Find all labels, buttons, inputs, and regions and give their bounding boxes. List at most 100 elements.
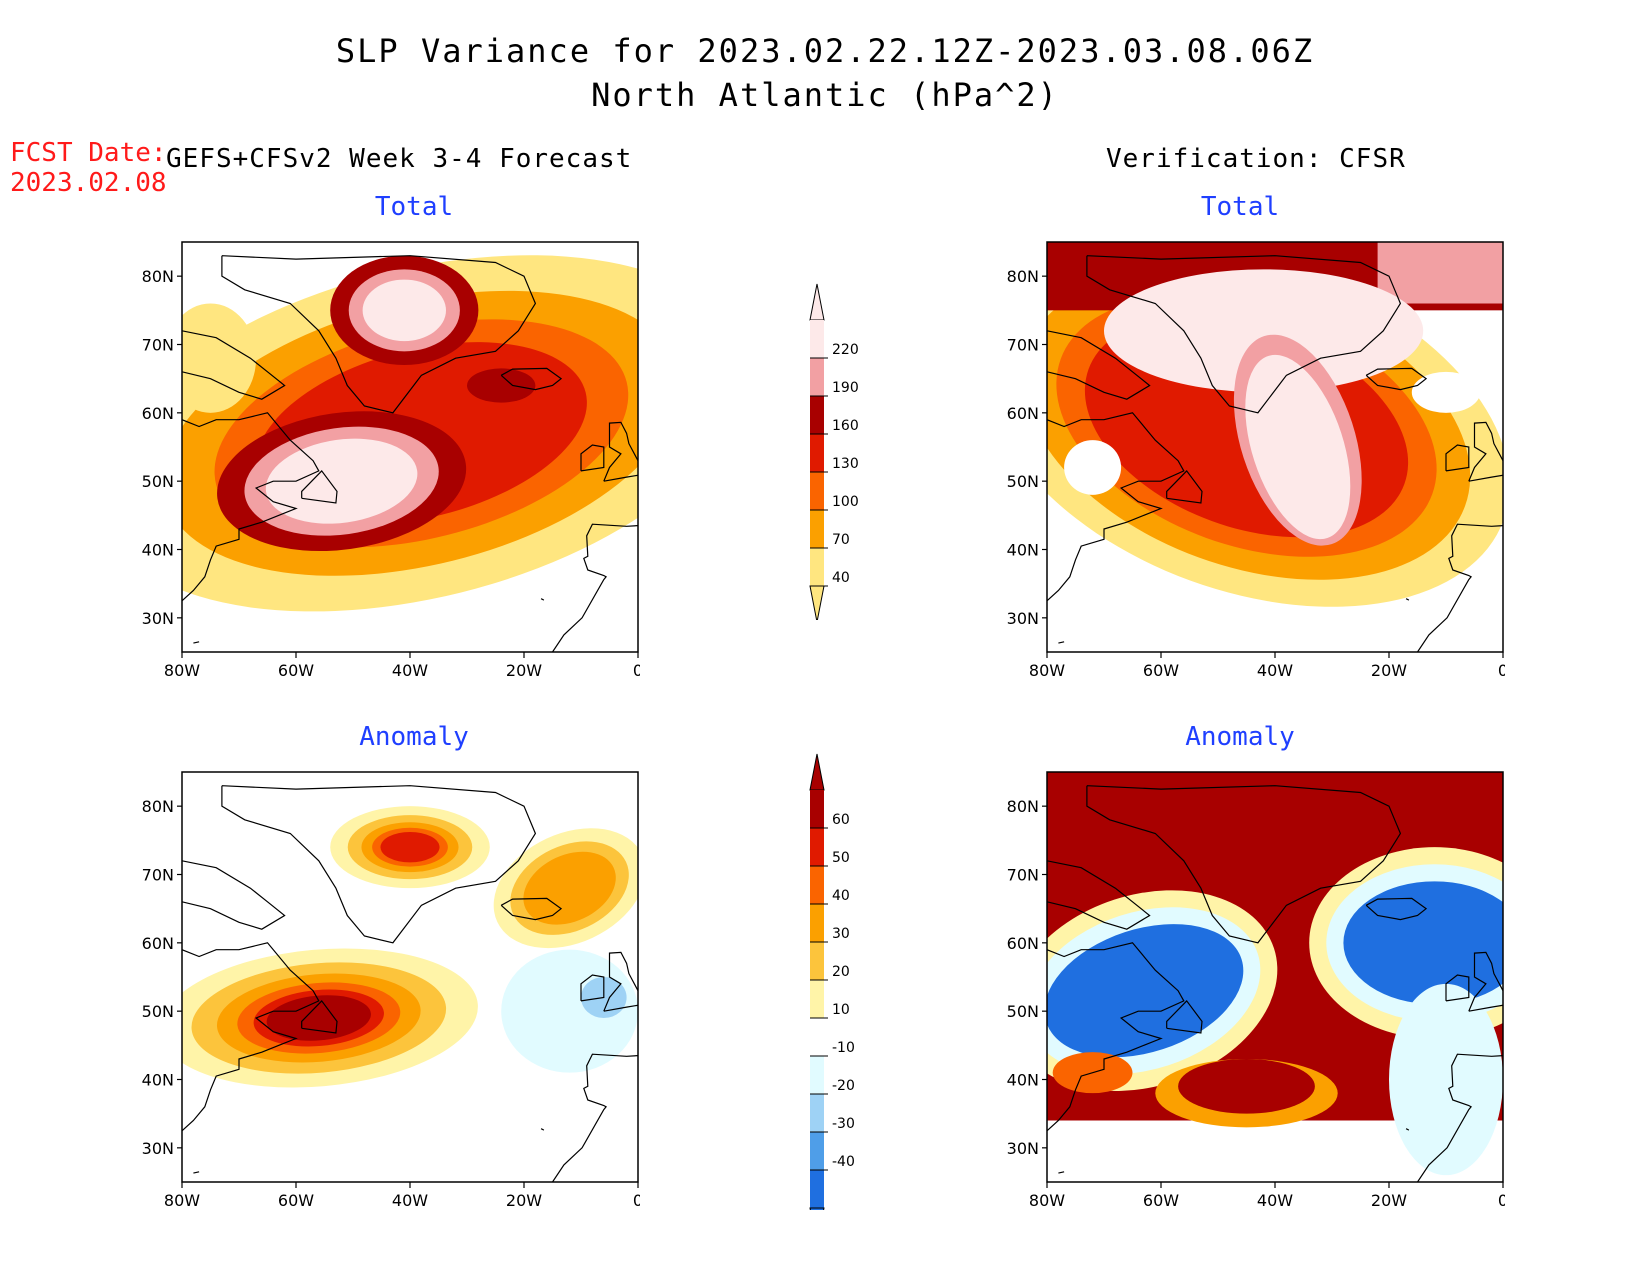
coastline — [1047, 330, 1151, 400]
coastline — [580, 974, 605, 1002]
coastline — [500, 367, 563, 391]
coastline — [1445, 974, 1470, 1002]
coastline — [193, 641, 200, 644]
colorbar-label: 40 — [832, 570, 850, 586]
lon-tick-label: 60W — [278, 1191, 314, 1210]
lon-tick-label: 0 — [633, 1191, 640, 1210]
coastline — [1047, 860, 1151, 930]
colorbar-label: 130 — [832, 456, 859, 472]
colorbar-anomaly: 60 50 40 30 20 10 -10 -20 -30 -40 — [809, 753, 855, 1210]
coastline — [1086, 255, 1402, 414]
contour-field — [1047, 242, 1503, 652]
field-neg-iberia — [1389, 983, 1503, 1176]
colorbar-bottom-triangle — [809, 1207, 825, 1210]
colorbar-top-triangle — [809, 283, 825, 321]
lat-tick-label: 80N — [142, 267, 174, 286]
field-greenland-max-2 — [362, 279, 446, 342]
coastline — [1047, 942, 1185, 1132]
colorbar-swatch — [810, 510, 824, 548]
colorbar-swatch — [810, 1094, 824, 1132]
colorbar-swatch — [810, 942, 824, 980]
lat-tick-label: 30N — [1007, 609, 1039, 628]
colorbar-label: 100 — [832, 494, 859, 510]
lon-tick-label: 80W — [1029, 1191, 1065, 1210]
chart-title-line1: SLP Variance for 2023.02.22.12Z-2023.03.… — [335, 32, 1315, 70]
lon-tick-label: 40W — [1257, 1191, 1293, 1210]
lat-tick-label: 60N — [1007, 934, 1039, 953]
colorbar-label: 160 — [832, 418, 859, 434]
panel-title-forecast-anomaly: Anomaly — [359, 722, 469, 752]
coastline — [1058, 641, 1065, 644]
lon-tick-label: 40W — [392, 1191, 428, 1210]
lon-tick-label: 0 — [1498, 1191, 1505, 1210]
coastline — [552, 1053, 638, 1182]
field-greenland-plateau — [1104, 269, 1424, 393]
lon-tick-label: 60W — [278, 661, 314, 680]
field-neg-west-1 — [1047, 924, 1244, 1058]
colorbar-label: 190 — [832, 380, 859, 396]
lon-tick-label: 20W — [1371, 661, 1407, 680]
lon-tick-label: 60W — [1143, 1191, 1179, 1210]
lat-tick-label: 80N — [1007, 797, 1039, 816]
contour-field — [1047, 772, 1503, 1182]
coastline — [1166, 999, 1203, 1034]
contour-field — [182, 772, 638, 1182]
colorbar-swatch — [810, 790, 824, 828]
coastline — [182, 860, 286, 930]
lon-tick-label: 60W — [1143, 661, 1179, 680]
colorbar-swatch — [810, 434, 824, 472]
colorbar-swatch — [810, 866, 824, 904]
colorbar-swatch — [810, 548, 824, 586]
panel-title-verification-total: Total — [1200, 192, 1280, 222]
colorbar-label: 220 — [832, 342, 859, 358]
coastline — [1417, 1053, 1503, 1182]
map-verification-anomaly: 80N 70N 60N 50N 40N 30N 80W 60W 40W 20W 0 — [1007, 771, 1505, 1210]
lon-tick-label: 20W — [1371, 1191, 1407, 1210]
colorbar-swatch — [810, 828, 824, 866]
coastline — [1468, 421, 1503, 482]
field-baffin-low — [182, 303, 257, 413]
coastline — [301, 999, 338, 1034]
contour-field — [182, 242, 638, 652]
forecast-column-heading: GEFS+CFSv2 Week 3-4 Forecast — [166, 144, 633, 174]
coastline — [1405, 1128, 1410, 1131]
lat-tick-label: 50N — [1007, 1002, 1039, 1021]
field-labrador-low — [1064, 440, 1122, 495]
field-pos-west-5 — [266, 995, 371, 1041]
lat-tick-label: 40N — [142, 1071, 174, 1090]
coastline — [182, 330, 286, 400]
lon-tick-label: 80W — [164, 1191, 200, 1210]
colorbar-label: -40 — [832, 1154, 855, 1170]
coastline — [301, 469, 338, 504]
lon-tick-label: 0 — [633, 661, 640, 680]
coastline — [540, 1128, 545, 1131]
field-south-core — [1178, 1059, 1315, 1114]
lon-tick-label: 40W — [392, 661, 428, 680]
lat-tick-label: 40N — [1007, 1071, 1039, 1090]
coastline — [221, 255, 537, 414]
coastline — [193, 1171, 200, 1174]
colorbar-label: 60 — [832, 812, 850, 828]
colorbar-swatch — [810, 1018, 824, 1056]
lat-tick-label: 30N — [1007, 1139, 1039, 1158]
field-pos-greenland-4 — [380, 831, 440, 863]
coastline — [603, 421, 638, 482]
colorbar-label: 40 — [832, 888, 850, 904]
coastline — [1047, 412, 1185, 602]
verification-column-heading: Verification: CFSR — [1106, 144, 1406, 174]
coastline — [1445, 444, 1470, 472]
fcst-date-block: FCST Date: 2023.02.08 — [10, 138, 167, 198]
fcst-date-value: 2023.02.08 — [10, 168, 167, 198]
colorbar-total: 220 190 160 130 100 70 40 — [809, 283, 859, 620]
colorbar-label: -10 — [832, 1040, 855, 1056]
colorbar-label: 50 — [832, 850, 850, 866]
lon-tick-label: 80W — [164, 661, 200, 680]
coastlines — [182, 785, 638, 1182]
colorbar-label: 20 — [832, 964, 850, 980]
colorbar-swatch — [810, 904, 824, 942]
lon-tick-label: 40W — [1257, 661, 1293, 680]
lat-tick-label: 30N — [142, 1139, 174, 1158]
colorbar-label: 70 — [832, 532, 850, 548]
colorbar-swatch — [810, 396, 824, 434]
colorbar-swatch — [810, 358, 824, 396]
